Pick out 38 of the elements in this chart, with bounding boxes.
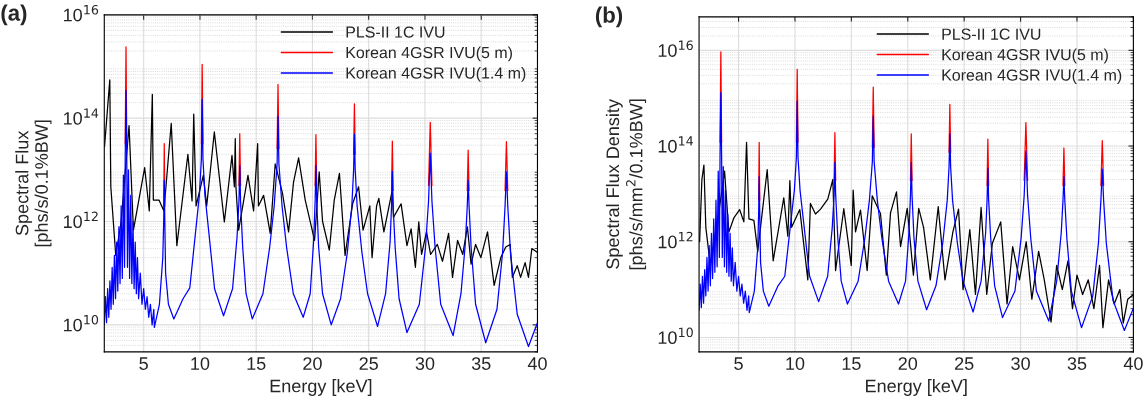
y-tick-label: 10$^{14}$ — [658, 136, 693, 153]
y-axis-title: Spectral Flux [phs/s/0.1%BW] — [15, 120, 52, 247]
legend-label: PLS-II 1C IVU — [942, 28, 1041, 40]
chart-title: (b) — [595, 6, 623, 28]
x-tick-label: 10 — [191, 357, 210, 370]
x-tick-label: 20 — [303, 357, 322, 370]
legend-label: PLS-II 1C IVU — [346, 26, 445, 38]
x-tick-label: 30 — [415, 357, 435, 370]
x-tick-label: 5 — [139, 357, 148, 370]
x-tick-label: 10 — [786, 357, 805, 370]
y-tick-label: 10$^{10}$ — [63, 314, 99, 332]
x-tick-label: 35 — [1067, 357, 1087, 370]
x-tick-label: 5 — [734, 357, 743, 370]
line-series — [104, 90, 538, 348]
legend-label: Korean 4GSR IVU(5 m) — [346, 46, 512, 62]
line-series — [699, 92, 1134, 332]
y-tick-label: 10$^{12}$ — [658, 231, 693, 249]
legend-label: Korean 4GSR IVU(1.4 m) — [346, 66, 526, 82]
x-tick-label: 30 — [1011, 357, 1030, 370]
y-tick-label: 10$^{10}$ — [658, 327, 693, 345]
legend-label: Korean 4GSR IVU(1.4 m) — [942, 69, 1122, 84]
chart-title: (a) — [1, 4, 27, 26]
y-tick-label: 10$^{16}$ — [63, 4, 99, 22]
legend-label: Korean 4GSR IVU(5 m) — [942, 48, 1108, 64]
y-tick-label: 10$^{14}$ — [63, 108, 99, 125]
x-axis-title: Energy [keV] — [866, 379, 967, 396]
x-tick-label: 35 — [471, 357, 491, 370]
y-tick-label: 10$^{12}$ — [63, 211, 98, 229]
x-tick-label: 25 — [955, 357, 974, 370]
x-tick-label: 40 — [527, 357, 547, 370]
x-tick-label: 40 — [1123, 357, 1143, 370]
x-axis-title: Energy [keV] — [270, 379, 372, 396]
x-tick-label: 15 — [247, 357, 266, 370]
x-tick-label: 25 — [359, 357, 378, 370]
x-tick-label: 15 — [842, 357, 861, 370]
y-tick-label: 10$^{16}$ — [658, 40, 693, 57]
y-axis-title: Spectral Flux Density [phs/s/mm$^{2}$/0.1%BW] — [605, 99, 647, 270]
x-tick-label: 20 — [898, 357, 918, 370]
